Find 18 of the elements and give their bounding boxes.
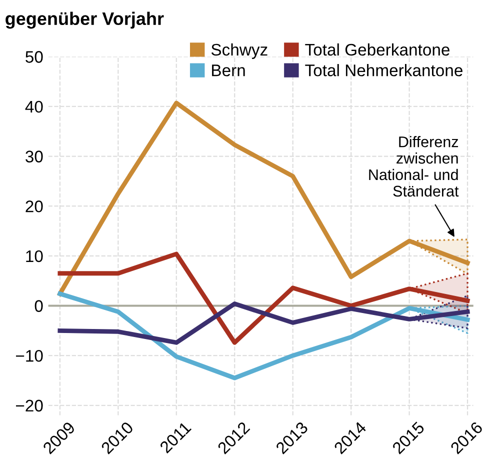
annotation: Differenz zwischen National- und Ständerat (369, 136, 459, 197)
y-tick-label: −20 (16, 400, 43, 412)
line-series (58, 292, 470, 380)
legend-label: Total Geberkantone (305, 43, 450, 56)
y-tick-label: 0 (34, 300, 43, 312)
line-series (58, 100, 470, 296)
legend-label: Total Nehmerkantone (305, 64, 462, 76)
y-tick-label: 50 (26, 51, 43, 63)
line-series (58, 302, 470, 345)
legend-label: Schwyz (211, 43, 268, 59)
chart-title: gegenüber Vorjahr (6, 12, 164, 29)
y-tick-label: 20 (26, 200, 43, 212)
line-series (58, 252, 470, 345)
y-tick-label: 30 (26, 150, 43, 162)
y-tick-label: 40 (25, 100, 43, 113)
legend-label: Bern (212, 64, 245, 76)
y-tick-label: 10 (26, 250, 43, 262)
y-tick-label: −10 (16, 350, 43, 362)
